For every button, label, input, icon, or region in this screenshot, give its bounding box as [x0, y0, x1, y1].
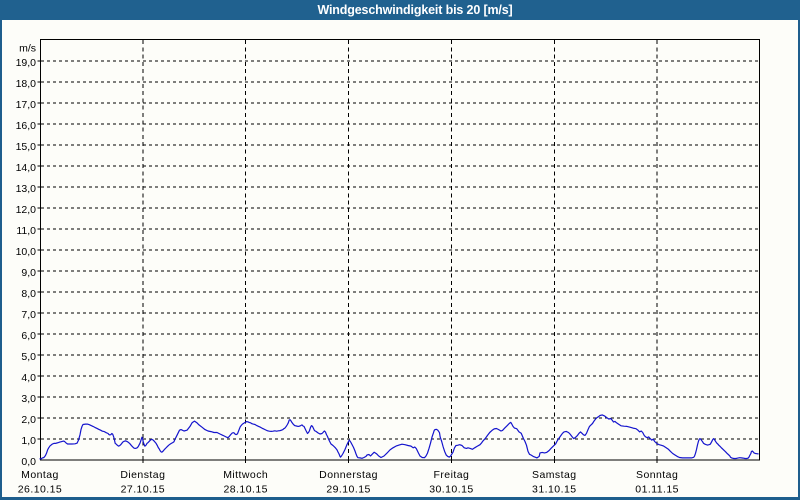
- svg-text:11,0: 11,0: [16, 225, 36, 237]
- svg-text:7,0: 7,0: [21, 309, 36, 321]
- svg-text:Windgeschwindigkeit bis 20 [m/: Windgeschwindigkeit bis 20 [m/s]: [317, 3, 512, 17]
- svg-text:4,0: 4,0: [21, 372, 36, 384]
- svg-text:Donnerstag: Donnerstag: [319, 469, 378, 481]
- svg-text:5,0: 5,0: [21, 351, 36, 363]
- svg-text:10,0: 10,0: [16, 246, 37, 258]
- svg-text:16,0: 16,0: [16, 120, 37, 132]
- svg-text:Dienstag: Dienstag: [120, 469, 165, 481]
- svg-text:Samstag: Samstag: [532, 469, 577, 481]
- svg-text:9,0: 9,0: [21, 267, 36, 279]
- svg-text:2,0: 2,0: [21, 414, 36, 426]
- svg-text:18,0: 18,0: [16, 78, 37, 90]
- svg-text:8,0: 8,0: [21, 288, 36, 300]
- svg-text:12,0: 12,0: [16, 204, 37, 216]
- svg-text:3,0: 3,0: [21, 393, 36, 405]
- svg-text:29.10.15: 29.10.15: [326, 484, 370, 496]
- svg-text:1,0: 1,0: [21, 435, 36, 447]
- svg-text:27.10.15: 27.10.15: [121, 484, 165, 496]
- svg-text:Freitag: Freitag: [434, 469, 470, 481]
- svg-text:19,0: 19,0: [16, 57, 37, 69]
- svg-text:14,0: 14,0: [16, 162, 37, 174]
- svg-text:01.11.15: 01.11.15: [635, 484, 679, 496]
- svg-text:0,0: 0,0: [21, 456, 36, 468]
- svg-text:6,0: 6,0: [21, 330, 36, 342]
- svg-text:28.10.15: 28.10.15: [223, 484, 267, 496]
- svg-text:31.10.15: 31.10.15: [532, 484, 576, 496]
- svg-text:Mittwoch: Mittwoch: [223, 469, 268, 481]
- svg-text:Sonntag: Sonntag: [636, 469, 678, 481]
- svg-text:m/s: m/s: [19, 43, 36, 55]
- svg-text:13,0: 13,0: [16, 183, 37, 195]
- svg-text:30.10.15: 30.10.15: [429, 484, 473, 496]
- svg-text:15,0: 15,0: [16, 141, 37, 153]
- svg-text:17,0: 17,0: [16, 99, 37, 111]
- svg-text:26.10.15: 26.10.15: [18, 484, 62, 496]
- svg-text:Montag: Montag: [21, 469, 59, 481]
